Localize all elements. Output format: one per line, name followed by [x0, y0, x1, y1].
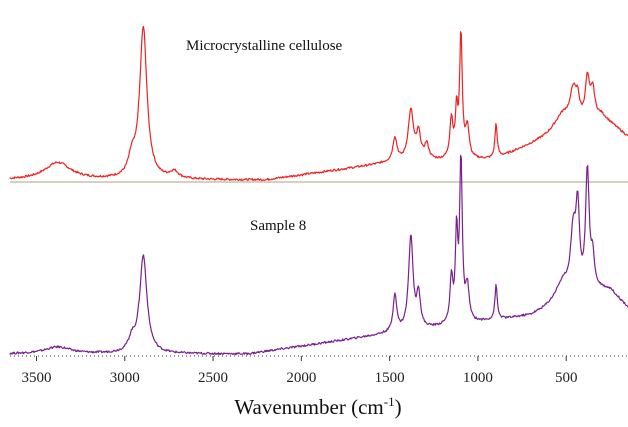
x-tick-label: 1500	[375, 370, 405, 386]
x-axis: 3500 3000 2500 2000 1500 1000 500 Wavenumber (…	[10, 355, 628, 419]
x-tick-label: 500	[555, 370, 578, 386]
series-label-sample-8: Sample 8	[250, 218, 306, 234]
x-tick-label: 2000	[286, 370, 316, 386]
x-tick-label: 1000	[463, 370, 493, 386]
x-tick-label: 2500	[198, 370, 228, 386]
panel-sample-8: Sample 8	[9, 154, 628, 356]
x-tick-label: 3500	[21, 370, 51, 386]
series-label-microcrystalline-cellulose: Microcrystalline cellulose	[186, 38, 343, 54]
x-tick-label: 3000	[110, 370, 140, 386]
panel-microcrystalline-cellulose: Microcrystalline cellulose	[9, 25, 628, 183]
spectrum-trace-sample-8	[9, 154, 628, 356]
x-axis-label: Wavenumber (cm-1)	[234, 394, 401, 419]
spectrum-trace-microcrystalline-cellulose	[9, 25, 628, 182]
x-axis-ticks: 3500 3000 2500 2000 1500 1000 500	[21, 356, 577, 386]
